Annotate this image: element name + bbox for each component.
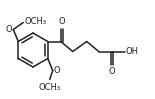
Text: OCH₃: OCH₃ bbox=[39, 82, 61, 91]
Text: O: O bbox=[108, 67, 115, 76]
Text: O: O bbox=[54, 66, 60, 75]
Text: O: O bbox=[58, 18, 65, 27]
Text: OCH₃: OCH₃ bbox=[24, 17, 46, 26]
Text: O: O bbox=[6, 25, 12, 34]
Text: OH: OH bbox=[126, 47, 139, 56]
